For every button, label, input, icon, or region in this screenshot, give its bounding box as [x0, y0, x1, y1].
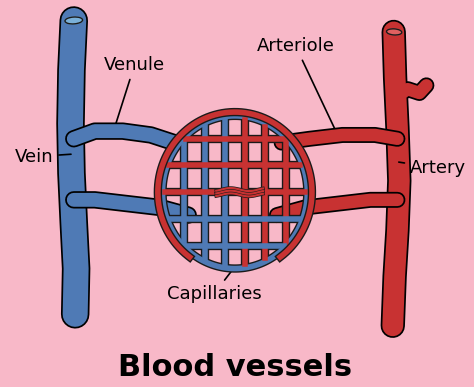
- Text: Artery: Artery: [399, 159, 466, 177]
- Ellipse shape: [386, 29, 402, 35]
- Text: Arteriole: Arteriole: [257, 37, 337, 132]
- Text: Capillaries: Capillaries: [166, 269, 261, 303]
- Text: Vein: Vein: [15, 148, 71, 166]
- Ellipse shape: [65, 17, 82, 24]
- Text: Venule: Venule: [104, 56, 165, 128]
- Text: Blood vessels: Blood vessels: [118, 353, 352, 382]
